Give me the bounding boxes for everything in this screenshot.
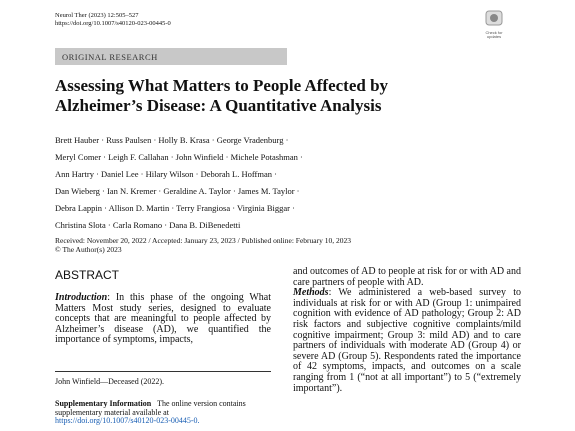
- author-line: Brett Hauber · Russ Paulsen · Holly B. K…: [55, 135, 289, 145]
- intro-continued: and outcomes of AD to people at risk for…: [293, 266, 521, 288]
- journal-ref: Neurol Ther (2023) 12:505–527: [55, 12, 139, 19]
- supplementary: Supplementary Information The online ver…: [55, 399, 271, 426]
- author-line: Debra Lappin · Allison D. Martin · Terry…: [55, 203, 295, 213]
- methods-text: : We administered a web-based survey to …: [293, 287, 521, 394]
- footnote-rule: [55, 371, 271, 372]
- supp-label: Supplementary Information: [55, 399, 152, 408]
- right-column: and outcomes of AD to people at risk for…: [293, 266, 521, 394]
- dates: Received: November 20, 2022 / Accepted: …: [55, 236, 351, 245]
- intro-paragraph: Introduction: In this phase of the ongoi…: [55, 292, 271, 346]
- author-line: Dan Wieberg · Ian N. Kremer · Geraldine …: [55, 186, 300, 196]
- author-line: Christina Slota · Carla Romano · Dana B.…: [55, 220, 241, 230]
- intro-text: : In this phase of the ongoing What Matt…: [55, 292, 271, 346]
- doi: https://doi.org/10.1007/s40120-023-00445…: [55, 20, 171, 27]
- methods-paragraph: Methods: We administered a web-based sur…: [293, 287, 521, 394]
- check-icon: [485, 10, 503, 26]
- section-bar: [55, 48, 287, 65]
- check-label: Check for updates: [485, 30, 503, 39]
- check-updates[interactable]: Check for updates: [481, 10, 507, 39]
- copyright: © The Author(s) 2023: [55, 245, 122, 254]
- abstract-heading: ABSTRACT: [55, 268, 120, 282]
- author-line: Meryl Comer · Leigh F. Callahan · John W…: [55, 152, 303, 162]
- section-label: ORIGINAL RESEARCH: [62, 52, 158, 62]
- methods-label: Methods: [293, 287, 329, 299]
- title: Assessing What Matters to People Affecte…: [55, 76, 389, 115]
- supp-link[interactable]: https://doi.org/10.1007/s40120-023-00445…: [55, 416, 200, 425]
- footnote: John Winfield—Deceased (2022).: [55, 377, 165, 386]
- intro-label: Introduction: [55, 292, 108, 303]
- supp-text: The online version contains supplementar…: [55, 399, 246, 417]
- author-line: Ann Hartry · Daniel Lee · Hilary Wilson …: [55, 169, 277, 179]
